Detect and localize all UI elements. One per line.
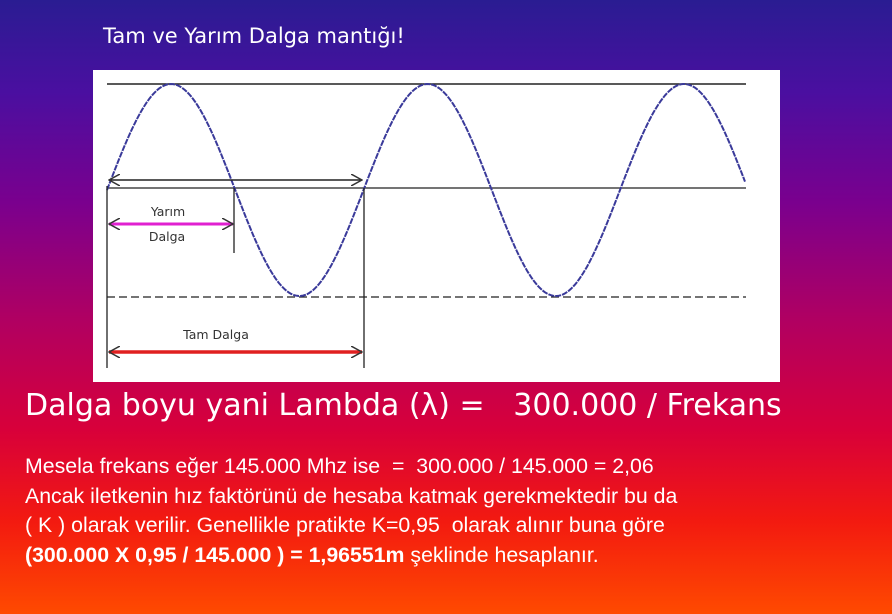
full-wave-label: Tam Dalga <box>182 327 249 342</box>
result-calculation: (300.000 X 0,95 / 145.000 ) = 1,96551m <box>25 542 405 567</box>
explanation-paragraph: Mesela frekans eğer 145.000 Mhz ise = 30… <box>25 452 677 570</box>
slide-title: Tam ve Yarım Dalga mantığı! <box>103 24 405 48</box>
paragraph-line-4-rest: şeklinde hesaplanır. <box>404 542 599 567</box>
half-wave-label-line1: Yarım <box>150 204 185 219</box>
sine-wave <box>106 82 746 298</box>
paragraph-line-3: ( K ) olarak verilir. Genellikle pratikt… <box>25 513 665 537</box>
paragraph-line-2: Ancak iletkenin hız faktörünü de hesaba … <box>25 483 678 508</box>
half-wave-label-line2: Dalga <box>149 229 185 244</box>
wave-diagram: Yarım Dalga Tam Dalga <box>93 70 780 382</box>
paragraph-line-1: Mesela frekans eğer 145.000 Mhz ise = 30… <box>25 454 654 478</box>
wavelength-formula: Dalga boyu yani Lambda (λ) = 300.000 / F… <box>25 388 782 423</box>
